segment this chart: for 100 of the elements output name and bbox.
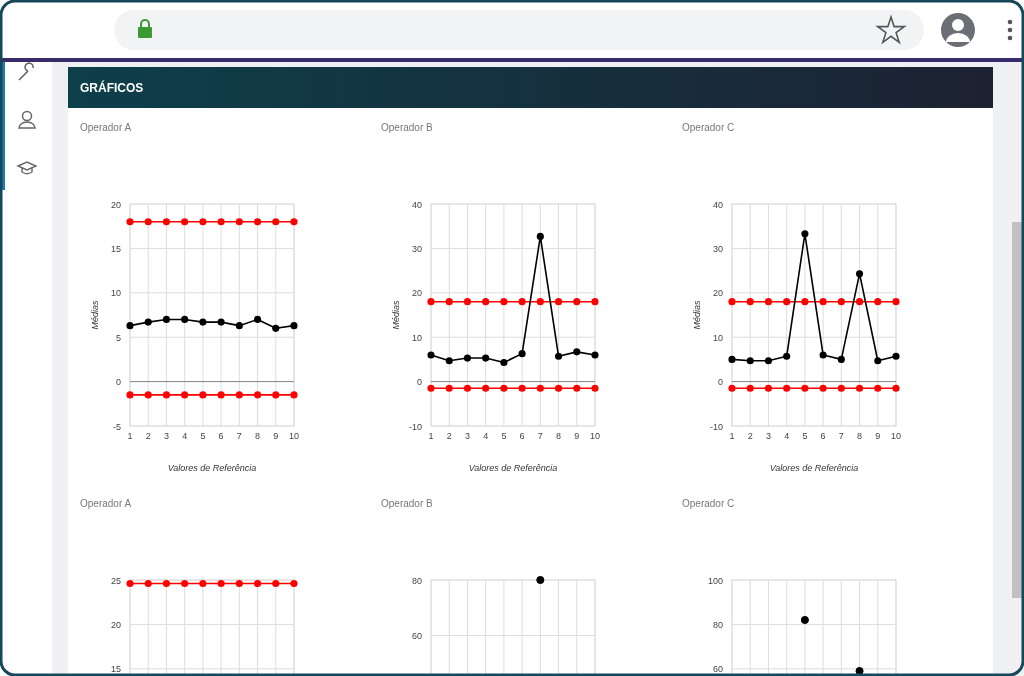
y-tick-label: 10 — [110, 288, 121, 299]
x-tick-label: 10 — [288, 431, 300, 441]
x-tick-label: 6 — [820, 431, 826, 441]
point — [235, 391, 243, 399]
point — [892, 298, 900, 306]
x-tick-label: 4 — [182, 431, 188, 441]
point — [427, 384, 435, 392]
chart-title: Operador C — [682, 498, 735, 509]
point — [536, 232, 544, 240]
x-tick-label: 1 — [729, 431, 735, 441]
point — [199, 391, 207, 399]
x-tick-label: 2 — [145, 431, 151, 441]
point — [554, 352, 563, 360]
point — [764, 357, 773, 365]
x-tick-label: 1 — [127, 431, 133, 441]
chart-title: Operador C — [682, 122, 735, 133]
chart-title: Operador B — [381, 122, 434, 133]
point — [126, 322, 134, 330]
x-tick-label: 3 — [464, 431, 470, 441]
point — [728, 298, 736, 306]
point — [144, 318, 152, 326]
point — [144, 391, 152, 399]
y-tick-label: 10 — [411, 332, 422, 343]
point — [874, 357, 882, 365]
point — [199, 218, 207, 226]
point — [253, 315, 262, 323]
y-tick-label: 0 — [115, 377, 121, 388]
point — [518, 298, 526, 306]
point — [874, 384, 882, 392]
point — [518, 384, 526, 392]
y-tick-label: 15 — [110, 243, 121, 254]
point — [518, 350, 526, 358]
point — [783, 352, 791, 360]
point — [746, 384, 754, 392]
point — [290, 322, 298, 330]
x-tick-label: 7 — [838, 431, 844, 441]
point — [272, 391, 280, 399]
chart-title: Operador A — [80, 498, 132, 509]
point — [783, 298, 791, 306]
point — [837, 298, 845, 306]
point — [801, 384, 809, 392]
y-tick-label: 20 — [411, 288, 422, 299]
y-tick-label: 80 — [411, 575, 422, 586]
y-tick-label: 100 — [707, 575, 723, 586]
y-tick-label: 30 — [411, 243, 422, 254]
point — [819, 298, 827, 306]
x-axis-title: Valores de Referência — [468, 463, 558, 473]
x-tick-label: 7 — [537, 431, 543, 441]
point — [746, 357, 754, 365]
point — [573, 298, 581, 306]
point — [253, 391, 262, 399]
point — [427, 351, 435, 359]
point — [801, 298, 809, 306]
point — [554, 384, 563, 392]
x-tick-label: 9 — [273, 431, 279, 441]
point — [162, 218, 171, 226]
point — [892, 384, 900, 392]
point — [819, 351, 827, 359]
x-tick-label: 3 — [765, 431, 771, 441]
chart-title: Operador A — [80, 122, 132, 133]
x-tick-label: 5 — [200, 431, 206, 441]
point — [445, 384, 453, 392]
y-axis-title: Médias — [391, 300, 401, 330]
x-tick-label: 3 — [163, 431, 169, 441]
point — [892, 352, 900, 360]
point — [272, 218, 280, 226]
point — [235, 322, 243, 330]
x-tick-label: 6 — [218, 431, 224, 441]
chart-title: Operador B — [381, 498, 434, 509]
x-tick-label: 5 — [802, 431, 808, 441]
x-axis-title: Valores de Referência — [167, 463, 257, 473]
point — [181, 218, 189, 226]
x-tick-label: 7 — [236, 431, 242, 441]
point — [837, 355, 845, 363]
point — [144, 218, 152, 226]
point — [126, 391, 134, 399]
x-tick-label: 2 — [747, 431, 753, 441]
point — [290, 391, 298, 399]
point — [801, 230, 809, 238]
x-tick-label: 4 — [784, 431, 790, 441]
point — [500, 358, 508, 367]
y-tick-label: -5 — [112, 421, 121, 432]
x-tick-label: 4 — [483, 431, 489, 441]
point — [573, 384, 581, 392]
y-tick-label: -10 — [408, 421, 422, 432]
x-tick-label: 8 — [556, 431, 562, 441]
point — [217, 318, 225, 326]
y-tick-label: 15 — [110, 664, 121, 675]
point — [783, 384, 791, 392]
y-tick-label: 60 — [712, 664, 723, 675]
y-tick-label: 80 — [712, 619, 723, 630]
point — [445, 298, 453, 306]
x-tick-label: 1 — [428, 431, 434, 441]
point — [500, 384, 508, 392]
point — [482, 354, 490, 362]
point — [591, 384, 599, 392]
y-tick-label: -10 — [709, 421, 723, 432]
point — [764, 298, 773, 306]
point — [181, 315, 189, 323]
x-tick-label: 9 — [875, 431, 881, 441]
